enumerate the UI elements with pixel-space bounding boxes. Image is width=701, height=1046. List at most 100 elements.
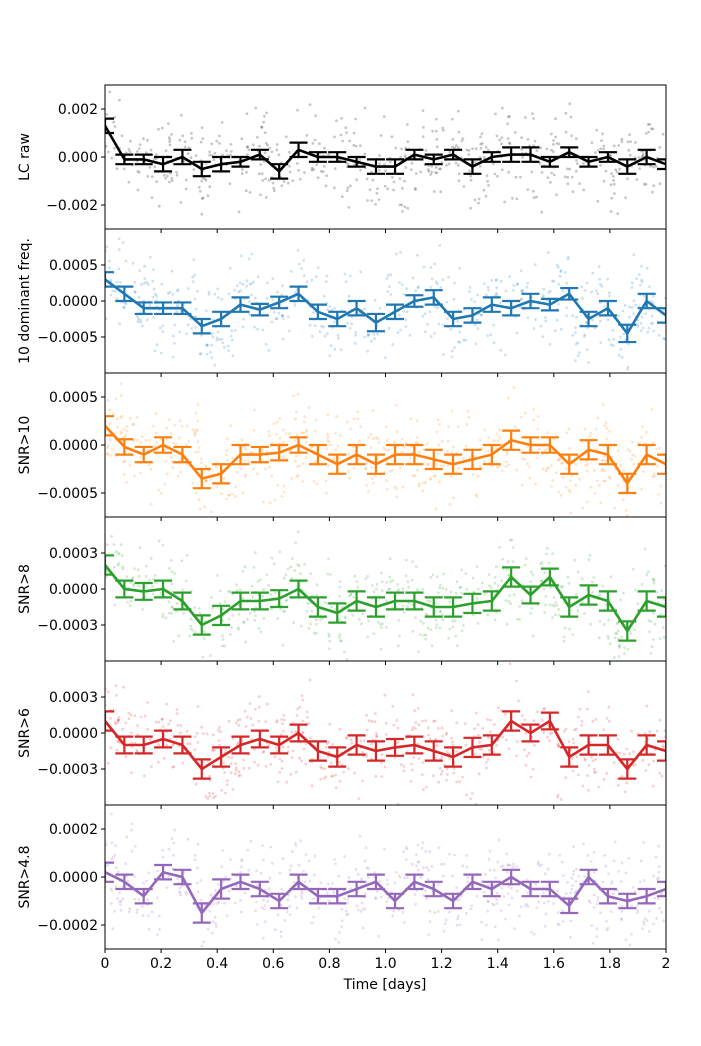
scatter-point	[279, 935, 283, 938]
x-tick-label: 1.0	[374, 956, 396, 972]
scatter-point	[504, 465, 508, 468]
scatter-point	[621, 498, 625, 501]
error-bar	[115, 153, 134, 166]
scatter-point	[397, 874, 401, 877]
scatter-point	[122, 427, 126, 431]
scatter-point	[474, 711, 478, 715]
scatter-point	[438, 480, 441, 484]
scatter-point	[591, 941, 595, 945]
scatter-point	[563, 626, 567, 630]
scatter-point	[220, 492, 223, 496]
scatter-point	[205, 352, 209, 356]
scatter-point	[551, 616, 554, 620]
scatter-point	[599, 283, 602, 286]
scatter-point	[137, 171, 141, 174]
scatter-point	[138, 574, 141, 578]
scatter-point	[189, 627, 193, 631]
scatter-point	[333, 858, 336, 861]
error-bar	[134, 445, 153, 464]
scatter-point	[631, 440, 634, 444]
scatter-point	[475, 495, 479, 498]
scatter-point	[244, 725, 248, 728]
scatter-point	[487, 857, 491, 861]
scatter-point	[110, 812, 113, 816]
scatter-point	[607, 618, 611, 622]
scatter-point	[630, 281, 634, 285]
scatter-point	[497, 838, 501, 842]
scatter-point	[507, 573, 511, 577]
scatter-point	[380, 753, 384, 757]
scatter-point	[275, 720, 279, 724]
scatter-point	[515, 197, 519, 201]
scatter-point	[194, 411, 198, 415]
scatter-point	[275, 148, 279, 152]
scatter-point	[227, 720, 231, 723]
scatter-point	[506, 892, 510, 895]
scatter-point	[119, 382, 123, 386]
scatter-point	[524, 411, 527, 415]
scatter-point	[363, 106, 367, 110]
scatter-point	[572, 873, 575, 876]
scatter-point	[131, 576, 135, 579]
scatter-point	[163, 482, 167, 486]
scatter-point	[240, 865, 244, 869]
scatter-point	[261, 179, 265, 182]
scatter-point	[442, 874, 445, 878]
x-tick-label: 0.4	[206, 956, 228, 972]
scatter-point	[326, 432, 329, 436]
scatter-point	[649, 652, 653, 655]
scatter-point	[281, 337, 285, 341]
scatter-point	[314, 418, 318, 422]
scatter-point	[121, 567, 125, 571]
scatter-point	[548, 739, 551, 742]
scatter-point	[556, 793, 560, 797]
scatter-point	[500, 168, 504, 172]
scatter-point	[456, 109, 460, 113]
scatter-point	[515, 331, 519, 335]
scatter-point	[457, 898, 461, 901]
scatter-point	[116, 551, 120, 555]
scatter-point	[561, 909, 565, 912]
scatter-point	[548, 289, 552, 293]
scatter-point	[419, 619, 423, 623]
error-bar	[657, 307, 666, 324]
panel-frame	[104, 804, 667, 950]
scatter-point	[457, 466, 460, 470]
error-bar	[115, 735, 134, 755]
scatter-point	[169, 559, 173, 562]
scatter-point	[345, 131, 348, 135]
error-bar	[482, 880, 501, 898]
scatter-point	[657, 876, 660, 880]
scatter-point	[158, 927, 161, 931]
scatter-point	[590, 755, 593, 759]
scatter-point	[374, 587, 378, 591]
scatter-point	[403, 876, 406, 880]
scatter-point	[383, 693, 387, 697]
scatter-point	[270, 556, 274, 560]
scatter-point	[315, 622, 318, 626]
scatter-point	[260, 906, 264, 909]
scatter-point	[346, 162, 350, 166]
error-bar	[328, 310, 347, 328]
error-bar	[618, 323, 637, 344]
scatter-point	[327, 557, 330, 561]
scatter-point	[528, 476, 532, 480]
scatter-point	[651, 475, 655, 479]
scatter-point	[255, 884, 259, 888]
scatter-point	[421, 489, 425, 493]
scatter-point	[224, 453, 228, 457]
scatter-point	[198, 507, 202, 511]
scatter-point	[479, 142, 483, 146]
scatter-point	[643, 731, 647, 735]
scatter-point	[263, 114, 266, 118]
scatter-point	[384, 599, 388, 603]
scatter-point	[632, 312, 636, 315]
scatter-point	[176, 474, 180, 478]
scatter-point	[352, 466, 356, 470]
scatter-point	[167, 122, 170, 125]
scatter-point	[564, 486, 568, 489]
scatter-point	[417, 723, 421, 727]
scatter-point	[506, 864, 510, 867]
scatter-point	[226, 344, 230, 348]
scatter-point	[545, 467, 549, 471]
